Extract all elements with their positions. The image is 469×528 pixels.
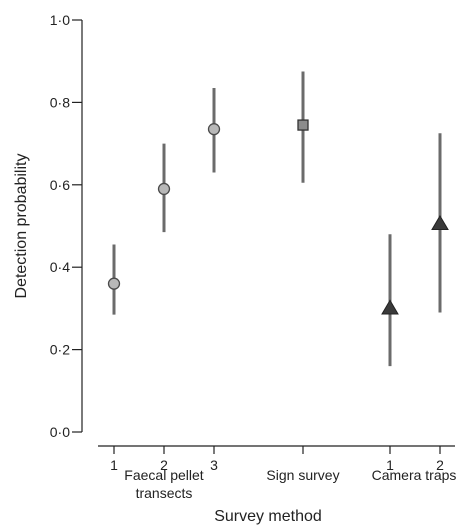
- data-point-triangle: [381, 299, 399, 315]
- group-label: Sign survey: [266, 467, 339, 483]
- y-axis: 0·0 0·2 0·4 0·6 0·8 1·0: [50, 12, 83, 440]
- data-point-square: [297, 119, 309, 131]
- x-tick-label: 3: [210, 457, 218, 473]
- y-axis-title: Detection probability: [13, 154, 30, 299]
- x-axis: 1 2 3 1 2: [98, 445, 455, 473]
- y-tick-label: 0·0: [50, 424, 70, 440]
- data-point-circle: [207, 123, 221, 136]
- data-point-triangle: [431, 214, 449, 231]
- x-axis-title: Survey method: [214, 508, 322, 525]
- y-tick-label: 1·0: [50, 12, 70, 28]
- y-tick-label: 0·8: [50, 94, 70, 110]
- data-point-circle: [157, 182, 171, 196]
- data-marks: [107, 71, 449, 367]
- y-tick-label: 0·4: [50, 259, 70, 275]
- x-tick-label: 2: [436, 457, 444, 473]
- group-label: Faecal pellet: [124, 467, 203, 483]
- x-tick-label: 1: [110, 457, 118, 473]
- x-tick-label: 2: [160, 457, 168, 473]
- y-tick-label: 0·2: [50, 342, 70, 358]
- x-tick-label: 1: [386, 457, 394, 473]
- group-label: transects: [136, 485, 193, 501]
- group-label: Camera traps: [372, 467, 457, 483]
- axis-labels: Faecal pellet transects Sign survey Camera …: [13, 154, 456, 525]
- y-tick-label: 0·6: [50, 177, 70, 193]
- data-point-circle: [107, 277, 121, 290]
